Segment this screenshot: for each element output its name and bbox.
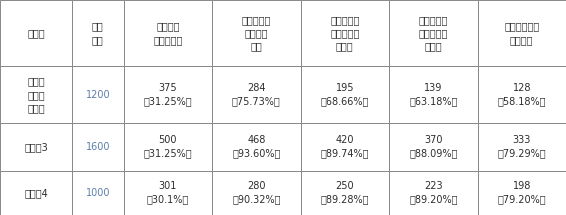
Text: 对比例
（实施
例２）: 对比例 （实施 例２） <box>27 77 45 113</box>
Bar <box>212 0 301 66</box>
Bar <box>389 171 478 215</box>
Text: 128
（58.18%）: 128 （58.18%） <box>498 83 546 106</box>
Text: 198
（79.20%）: 198 （79.20%） <box>498 181 546 204</box>
Text: 试验组: 试验组 <box>27 28 45 38</box>
Bar <box>478 0 566 66</box>
Text: 结实株数（加
倍效率）: 结实株数（加 倍效率） <box>504 22 539 45</box>
Text: 420
（89.74%）: 420 （89.74%） <box>320 135 369 158</box>
Text: 375
（31.25%）: 375 （31.25%） <box>144 83 192 106</box>
Bar <box>123 0 212 66</box>
Bar <box>478 66 566 123</box>
Bar <box>301 123 389 171</box>
Text: 移栽成活苗
数（移栽成
活率）: 移栽成活苗 数（移栽成 活率） <box>330 15 359 51</box>
Bar <box>389 66 478 123</box>
Bar <box>212 66 301 123</box>
Text: 萩发苗数
（萩发率）: 萩发苗数 （萩发率） <box>153 22 183 45</box>
Text: 468
（93.60%）: 468 （93.60%） <box>232 135 281 158</box>
Text: 加倍成活苗
数（加倍成
活率）: 加倍成活苗 数（加倍成 活率） <box>419 15 448 51</box>
Bar <box>123 66 212 123</box>
Text: 284
（75.73%）: 284 （75.73%） <box>232 83 281 106</box>
Bar <box>0 171 72 215</box>
Text: 1200: 1200 <box>85 90 110 100</box>
Text: 250
（89.28%）: 250 （89.28%） <box>320 181 369 204</box>
Bar <box>389 123 478 171</box>
Text: 实施例4: 实施例4 <box>24 188 48 198</box>
Bar <box>389 0 478 66</box>
Bar <box>72 171 123 215</box>
Text: 195
（68.66%）: 195 （68.66%） <box>320 83 369 106</box>
Bar <box>123 171 212 215</box>
Bar <box>0 0 72 66</box>
Bar <box>72 66 123 123</box>
Text: 接种
胚数: 接种 胚数 <box>92 22 104 45</box>
Bar <box>123 123 212 171</box>
Bar <box>301 171 389 215</box>
Bar <box>478 123 566 171</box>
Text: 炼苗数（试
管苗存活
率）: 炼苗数（试 管苗存活 率） <box>242 15 271 51</box>
Text: 1600: 1600 <box>85 142 110 152</box>
Bar <box>212 123 301 171</box>
Bar <box>212 171 301 215</box>
Bar <box>478 171 566 215</box>
Bar <box>72 0 123 66</box>
Bar <box>301 0 389 66</box>
Text: 280
（90.32%）: 280 （90.32%） <box>232 181 281 204</box>
Text: 301
（30.1%）: 301 （30.1%） <box>147 181 189 204</box>
Text: 实施例3: 实施例3 <box>24 142 48 152</box>
Text: 1000: 1000 <box>85 188 110 198</box>
Text: 223
（89.20%）: 223 （89.20%） <box>409 181 457 204</box>
Text: 333
（79.29%）: 333 （79.29%） <box>498 135 546 158</box>
Text: 370
（88.09%）: 370 （88.09%） <box>409 135 457 158</box>
Text: 139
（63.18%）: 139 （63.18%） <box>409 83 457 106</box>
Bar <box>72 123 123 171</box>
Bar <box>0 66 72 123</box>
Bar <box>0 123 72 171</box>
Text: 500
（31.25%）: 500 （31.25%） <box>144 135 192 158</box>
Bar <box>301 66 389 123</box>
